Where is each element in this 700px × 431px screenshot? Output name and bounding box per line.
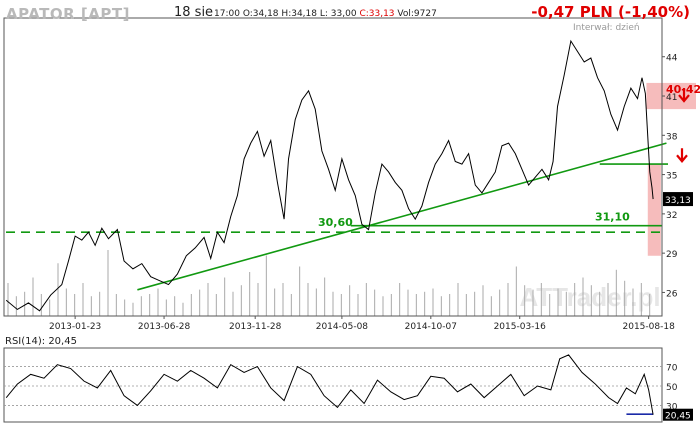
rsi-tick-label: 70: [666, 364, 678, 374]
y-tick-label: 29: [666, 250, 678, 260]
rsi-frame: [3, 347, 663, 423]
volume-value: Vol:9727: [397, 9, 437, 19]
ticker-label: APATOR [APT]: [6, 5, 130, 23]
price-change: -0,47 PLN (-1,40%): [531, 3, 690, 21]
time-value: 17:00: [214, 9, 240, 19]
x-tick-label: 2015-08-18: [623, 322, 676, 332]
x-tick-label: 2014-05-08: [316, 322, 369, 332]
watermark-text: ATTrader.pl: [519, 282, 660, 312]
chart-header: APATOR [APT]: [6, 4, 130, 23]
y-tick-label: 32: [666, 211, 677, 221]
x-tick-label: 2014-10-07: [405, 322, 457, 332]
low-value: L: 33,00: [319, 9, 357, 19]
high-value: H:34,18: [281, 9, 317, 19]
rsi-line: [5, 354, 654, 415]
rsi-tick-label: 50: [666, 383, 678, 393]
x-tick-label: 2013-11-28: [229, 322, 282, 332]
y-tick-label: 44: [666, 54, 678, 64]
down-arrow-icon: [676, 148, 688, 163]
rsi-title: RSI(14): 20,45: [5, 336, 77, 347]
date-label: 18 sie: [174, 5, 214, 20]
rsi-last-label: 20,45: [665, 412, 691, 422]
close-value: C:33,13: [359, 9, 395, 19]
down-arrow-icon: [678, 88, 690, 103]
y-tick-label: 35: [666, 172, 677, 182]
y-tick-label: 41: [666, 93, 677, 103]
support-label-30-60: 30,60: [318, 216, 353, 229]
trend-line: [137, 142, 667, 291]
y-tick-label: 26: [666, 289, 678, 299]
drop-highlight: [647, 164, 661, 256]
open-value: O:34,18: [242, 9, 279, 19]
price-line: [5, 39, 654, 312]
support-label-31-10: 31,10: [595, 211, 630, 224]
rsi-last-box: [663, 408, 693, 421]
last-price-label: 33,13: [665, 196, 691, 206]
x-tick-label: 2013-06-28: [138, 322, 191, 332]
ohlc-readout: 17:00 O:34,18 H:34,18 L: 33,00 C:33,13 V…: [214, 9, 437, 19]
x-tick-label: 2015-03-16: [494, 322, 547, 332]
rsi-tick-label: 30: [666, 402, 678, 412]
last-price-box: [663, 192, 693, 207]
price-frame: [3, 17, 663, 317]
y-tick-label: 38: [666, 132, 678, 142]
interval-label: Interwał: dzień: [573, 23, 640, 33]
x-tick-label: 2013-01-23: [49, 322, 101, 332]
